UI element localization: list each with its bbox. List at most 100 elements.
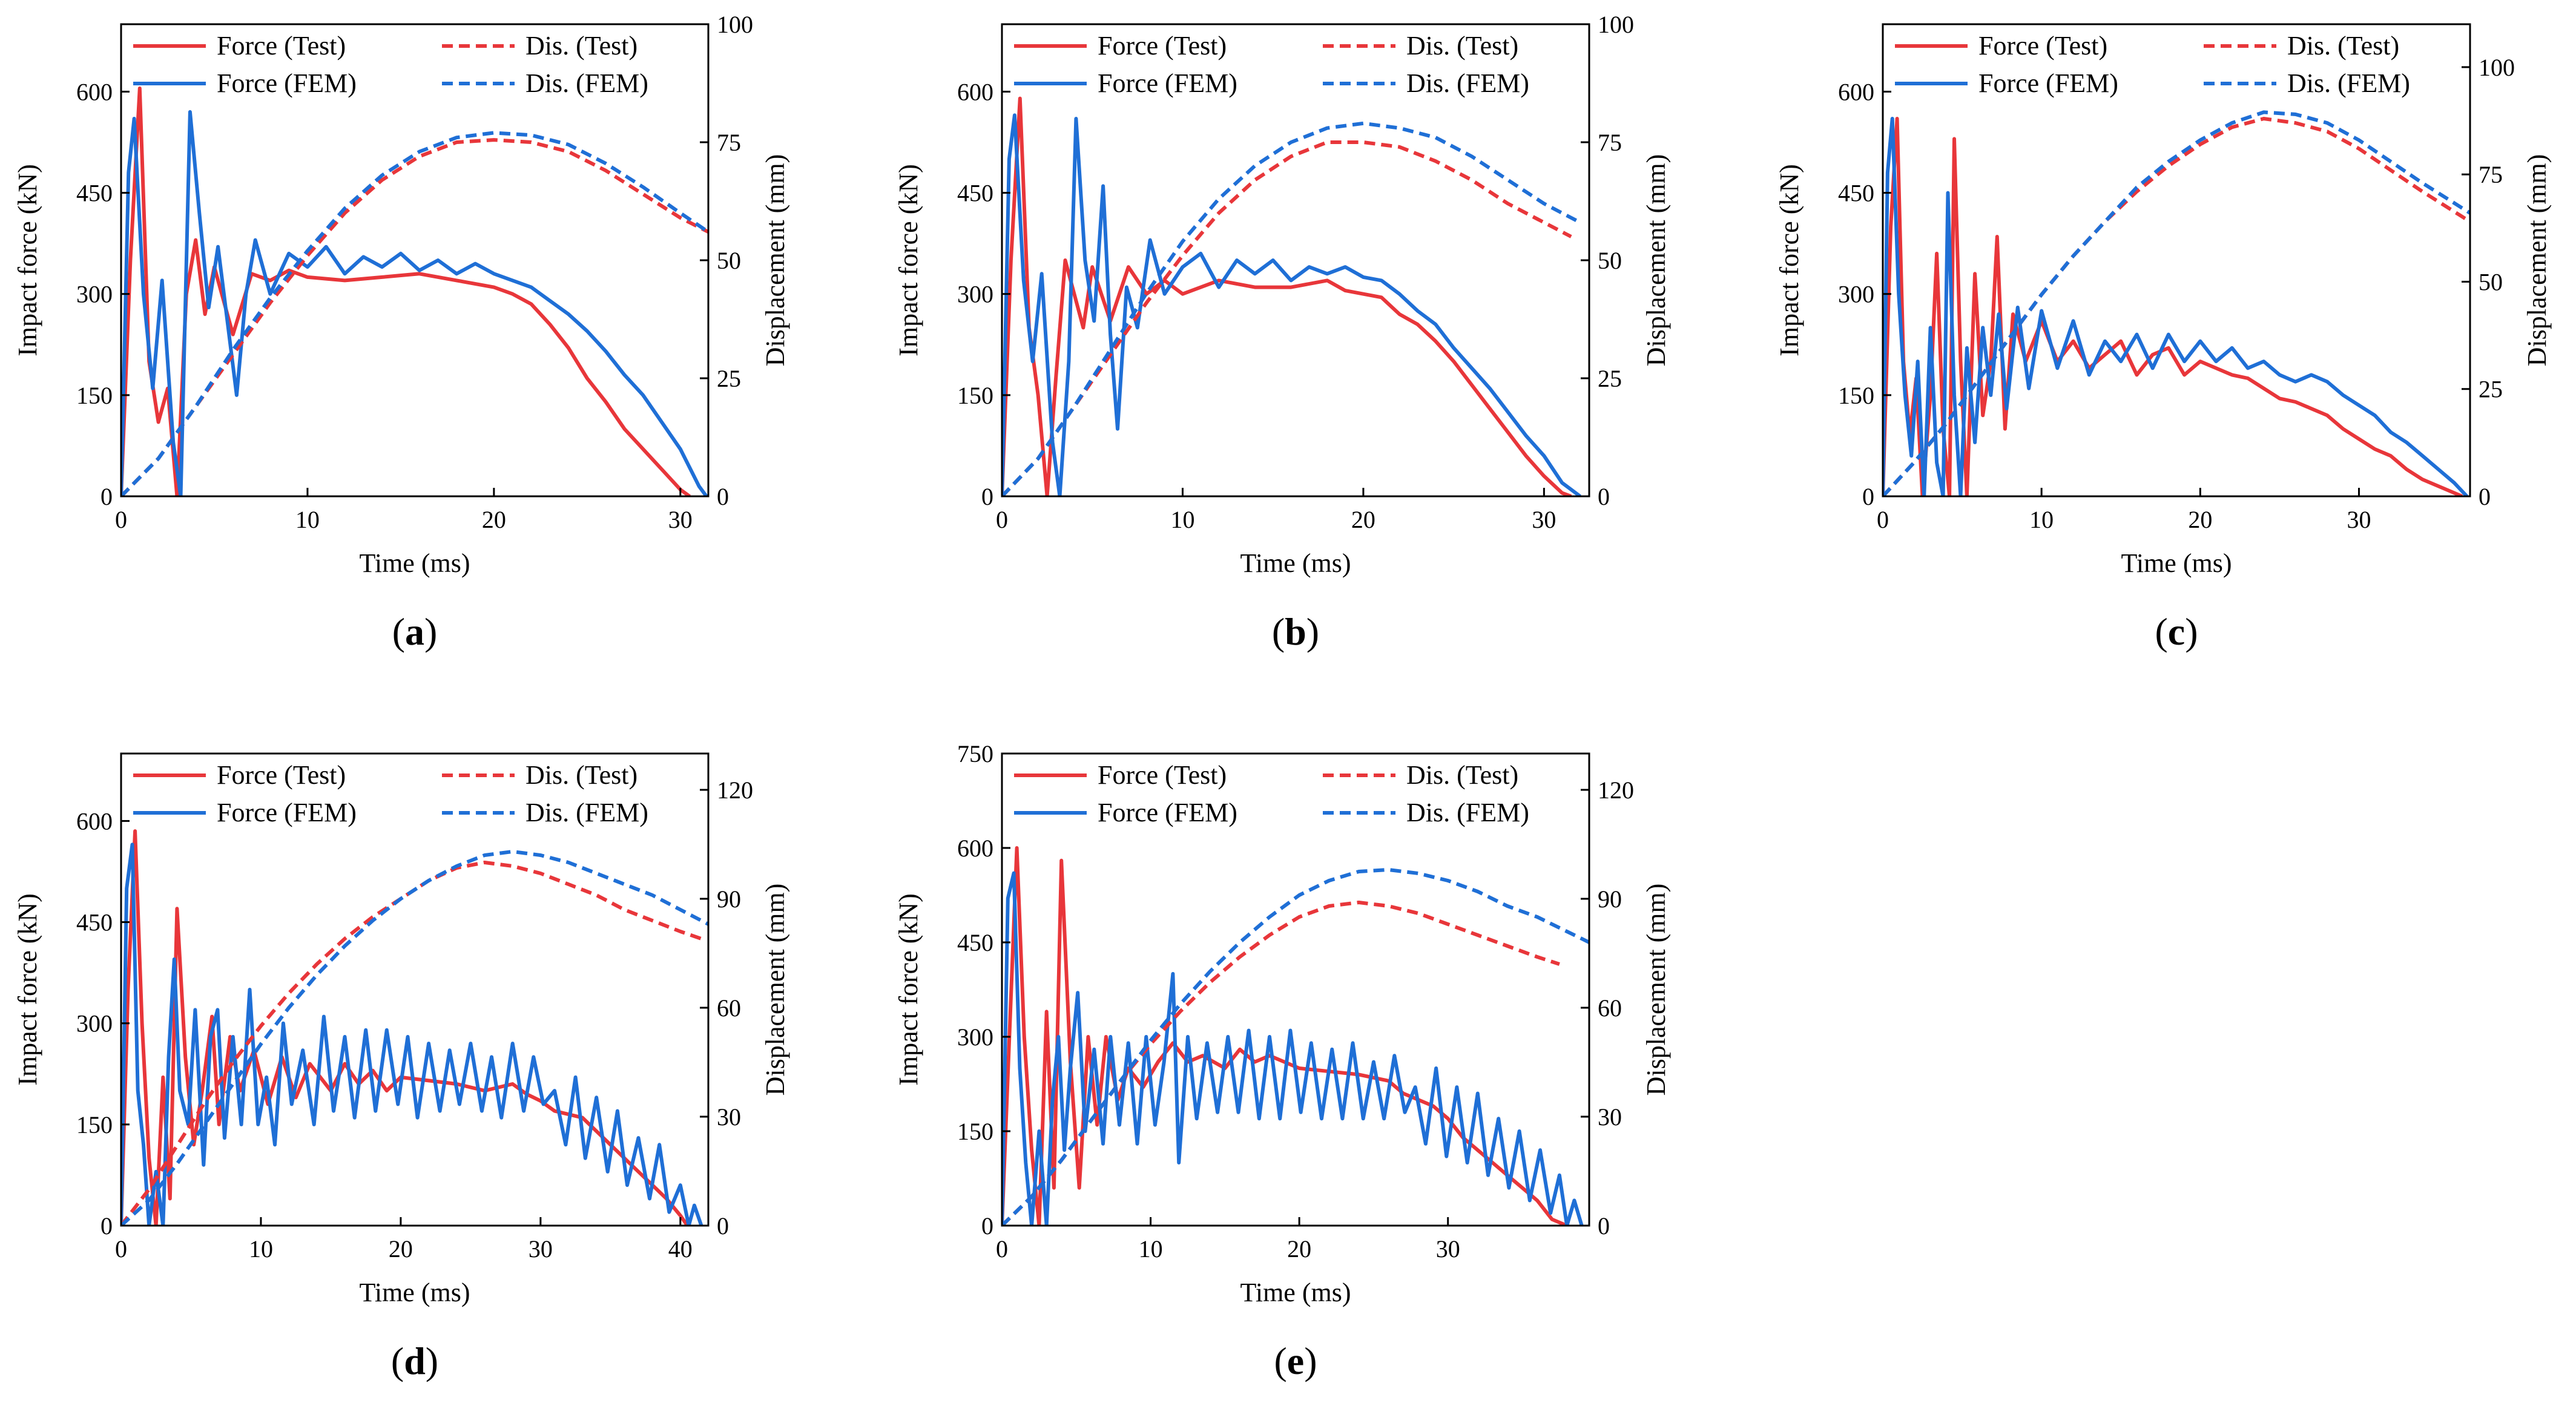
y-tick-label: 150: [1838, 382, 1874, 409]
x-tick-label: 30: [1436, 1235, 1460, 1263]
x-tick-label: 0: [115, 1235, 127, 1263]
y2-axis-label: Displacement (mm): [1641, 884, 1671, 1096]
y-tick-label: 150: [76, 1111, 113, 1138]
series-line-dis-fem: [121, 131, 708, 496]
y2-tick-label: 60: [1598, 994, 1622, 1022]
y2-tick-label: 75: [2479, 161, 2503, 188]
series-line-dis-fem: [1002, 868, 1589, 1226]
y-axis-label: Impact force (kN): [1774, 164, 1804, 356]
chart-panel-d: 0 10 20 30 40 0 150 300 450 600 0 30 60 90 120 Time (ms…: [13, 752, 790, 1382]
panel-label: (a): [392, 610, 438, 653]
series-line-dis-test: [1002, 140, 1572, 496]
y-tick-label: 300: [76, 281, 113, 308]
y-tick-label: 450: [1838, 180, 1874, 207]
y-axis-label: Impact force (kN): [894, 164, 923, 356]
y2-tick-label: 0: [1598, 483, 1610, 510]
y-tick-label: 450: [957, 180, 993, 207]
panel-label: (e): [1274, 1339, 1317, 1382]
y2-tick-label: 50: [717, 247, 741, 274]
x-axis-label: Time (ms): [1240, 548, 1351, 578]
y-tick-label: 0: [981, 483, 993, 510]
series-line-dis-test: [1883, 117, 2470, 496]
y-tick-label: 450: [76, 180, 113, 207]
y-tick-label: 600: [957, 835, 993, 862]
y2-axis-label: Displacement (mm): [760, 884, 790, 1096]
y2-tick-label: 90: [1598, 885, 1622, 913]
legend-label: Force (FEM): [1098, 68, 1237, 98]
y2-tick-label: 100: [1598, 11, 1634, 38]
series-line-dis-fem: [1002, 121, 1581, 496]
series-line-force-fem: [1002, 871, 1584, 1226]
x-tick-label: 30: [668, 506, 693, 533]
y2-tick-label: 120: [1598, 777, 1634, 804]
y-axis-label: Impact force (kN): [13, 893, 42, 1086]
x-tick-label: 0: [115, 506, 127, 533]
legend: Force (Test) Force (FEM) Dis. (Test) Dis. (…: [1014, 31, 1529, 98]
legend-label: Dis. (FEM): [2287, 68, 2410, 98]
y2-axis-label: Displacement (mm): [1641, 154, 1671, 367]
legend-label: Dis. (Test): [1406, 760, 1518, 790]
x-tick-label: 20: [1287, 1235, 1311, 1263]
y-tick-label: 0: [100, 1212, 113, 1240]
series-line-dis-fem: [121, 850, 708, 1226]
y-tick-label: 0: [1862, 483, 1874, 510]
x-tick-label: 20: [2188, 506, 2212, 533]
y-tick-label: 750: [957, 740, 993, 767]
x-tick-label: 40: [668, 1235, 693, 1263]
y-tick-label: 300: [957, 281, 993, 308]
legend-label: Force (Test): [217, 760, 346, 790]
y2-tick-label: 0: [717, 1212, 729, 1240]
x-tick-label: 10: [295, 506, 320, 533]
plot-frame: [120, 752, 710, 1227]
legend: Force (Test) Force (FEM) Dis. (Test) Dis. (…: [1014, 760, 1529, 827]
y2-tick-label: 120: [717, 777, 753, 804]
series-line-dis-test: [1002, 901, 1560, 1226]
y2-tick-label: 25: [2479, 376, 2503, 403]
y-tick-label: 600: [957, 78, 993, 105]
series-line-force-fem: [121, 842, 703, 1226]
y2-tick-label: 100: [2479, 54, 2515, 81]
panel-label: (c): [2155, 610, 2198, 653]
legend-label: Force (FEM): [217, 68, 357, 98]
y-tick-label: 600: [76, 807, 113, 835]
legend: Force (Test) Force (FEM) Dis. (Test) Dis. (…: [1895, 31, 2410, 98]
x-tick-label: 30: [2347, 506, 2371, 533]
legend: Force (Test) Force (FEM) Dis. (Test) Dis. (…: [133, 31, 648, 98]
legend-label: Dis. (Test): [1406, 31, 1518, 61]
legend-label: Force (Test): [1098, 760, 1227, 790]
legend: Force (Test) Force (FEM) Dis. (Test) Dis. (…: [133, 760, 648, 827]
y-tick-label: 150: [957, 1118, 993, 1145]
y-tick-label: 300: [1838, 281, 1874, 308]
y2-tick-label: 0: [1598, 1212, 1610, 1240]
y-axis-label: Impact force (kN): [13, 164, 42, 356]
x-tick-label: 0: [1877, 506, 1889, 533]
y2-tick-label: 60: [717, 994, 741, 1022]
legend-label: Force (Test): [217, 31, 346, 61]
y2-tick-label: 90: [717, 885, 741, 913]
x-axis-label: Time (ms): [1240, 1278, 1351, 1307]
series-line-force-test: [1883, 117, 2463, 496]
series-line-force-fem: [121, 110, 708, 496]
x-tick-label: 10: [1139, 1235, 1163, 1263]
y2-tick-label: 25: [717, 365, 741, 392]
series-line-force-fem: [1002, 113, 1581, 496]
series-line-force-fem: [1883, 117, 2468, 496]
x-tick-label: 30: [1532, 506, 1556, 533]
y-tick-label: 450: [76, 909, 113, 936]
panel-label: (d): [391, 1339, 438, 1382]
y2-tick-label: 50: [2479, 268, 2503, 295]
y2-tick-label: 0: [717, 483, 729, 510]
legend-label: Force (Test): [1098, 31, 1227, 61]
plot-frame: [1882, 23, 2471, 498]
legend-label: Force (FEM): [1978, 68, 2118, 98]
y2-tick-label: 75: [717, 129, 741, 156]
y2-axis-label: Displacement (mm): [2522, 154, 2552, 367]
x-tick-label: 10: [1170, 506, 1194, 533]
y-tick-label: 600: [76, 78, 113, 105]
x-tick-label: 30: [529, 1235, 553, 1263]
panel-label: (b): [1272, 610, 1319, 653]
x-axis-label: Time (ms): [2121, 548, 2232, 578]
legend-label: Dis. (Test): [525, 31, 637, 61]
